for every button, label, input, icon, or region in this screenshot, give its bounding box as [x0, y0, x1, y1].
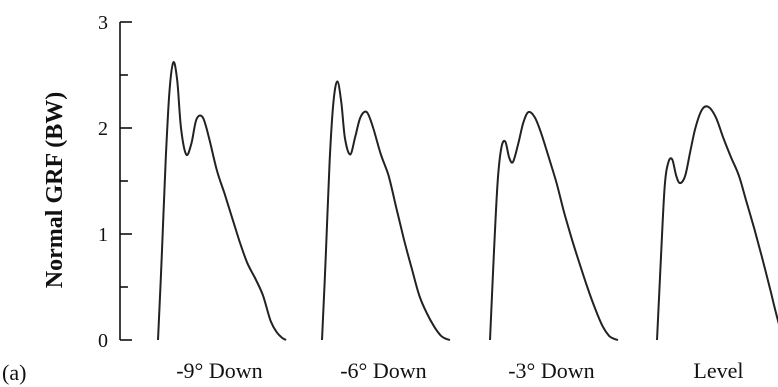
- y-tick-label: 2: [98, 118, 108, 140]
- y-ticks: 0 1 2 3: [98, 12, 132, 352]
- category-label-3: -3° Down: [508, 358, 594, 383]
- grf-curve-2: [321, 80, 451, 341]
- curves: [157, 61, 778, 341]
- category-labels: -9° Down -6° Down -3° Down Level: [176, 358, 743, 383]
- grf-curve-1: [157, 61, 287, 341]
- category-label-1: -9° Down: [176, 358, 262, 383]
- y-axis-label: Normal GRF (BW): [42, 92, 68, 288]
- y-tick-label: 1: [98, 224, 108, 246]
- grf-curve-4: [656, 105, 778, 341]
- y-tick-label: 3: [98, 12, 108, 34]
- panel-label: (a): [2, 360, 26, 385]
- category-label-2: -6° Down: [340, 358, 426, 383]
- category-label-4: Level: [693, 358, 743, 383]
- grf-curve-3: [489, 110, 619, 341]
- y-tick-label: 0: [98, 330, 108, 352]
